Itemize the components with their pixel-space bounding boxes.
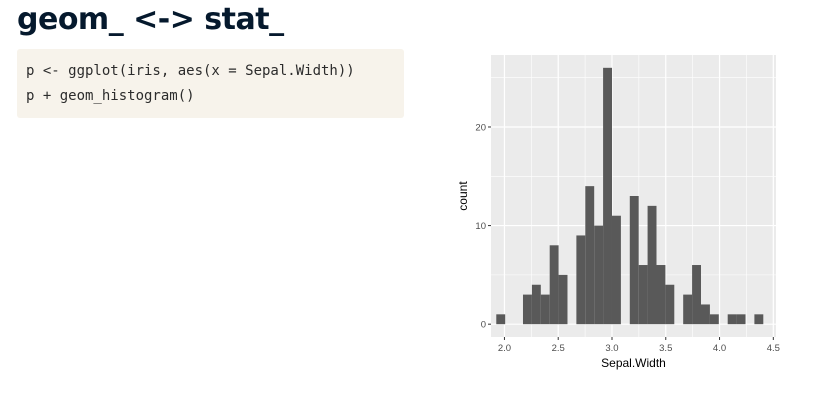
histogram-bar xyxy=(638,265,648,325)
histogram-bar xyxy=(692,265,701,325)
x-axis: 2.0 2.5 3.0 3.5 4.0 4.5 xyxy=(498,337,780,354)
histogram-bar xyxy=(585,186,595,325)
histogram-bar xyxy=(611,215,621,325)
x-tick-label: 3.0 xyxy=(605,343,618,354)
y-axis-label: count xyxy=(456,181,470,211)
histogram-bar xyxy=(709,314,719,325)
y-tick-label: 10 xyxy=(475,221,486,232)
histogram-bar xyxy=(656,265,666,325)
x-tick-label: 2.5 xyxy=(552,343,565,354)
histogram-bar xyxy=(594,225,604,325)
y-tick-label: 20 xyxy=(475,122,486,133)
histogram-bar xyxy=(522,294,532,325)
histogram-bar xyxy=(754,314,764,325)
code-block: p <- ggplot(iris, aes(x = Sepal.Width)) … xyxy=(17,49,404,118)
histogram-bar xyxy=(549,245,559,325)
x-tick-label: 4.5 xyxy=(767,343,780,354)
histogram-bar xyxy=(683,294,693,325)
y-axis: 0 10 20 xyxy=(475,122,491,330)
histogram-bar xyxy=(540,294,550,325)
histogram-bar xyxy=(665,284,675,325)
histogram-bar xyxy=(496,314,506,325)
histogram-bar xyxy=(576,235,586,325)
x-tick-label: 2.0 xyxy=(498,343,511,354)
histogram-bar xyxy=(603,67,612,325)
code-line-1: p <- ggplot(iris, aes(x = Sepal.Width)) xyxy=(26,63,355,79)
histogram-bar xyxy=(647,205,657,325)
histogram-bar xyxy=(727,314,737,325)
histogram-plot: 2.0 2.5 3.0 3.5 4.0 4.5 0 10 20 Sepal.Width cou… xyxy=(456,55,780,370)
slide-title: geom_ <-> stat_ xyxy=(17,2,284,37)
histogram-bar xyxy=(700,304,710,325)
histogram-bar xyxy=(736,314,746,325)
x-tick-label: 4.0 xyxy=(713,343,726,354)
histogram-bars xyxy=(496,67,764,325)
histogram-bar xyxy=(531,284,541,325)
histogram-bar xyxy=(629,196,639,325)
code-line-2: p + geom_histogram() xyxy=(26,88,195,104)
histogram-bar xyxy=(558,274,568,325)
x-axis-label: Sepal.Width xyxy=(601,356,666,370)
y-tick-label: 0 xyxy=(481,319,486,330)
x-tick-label: 3.5 xyxy=(659,343,672,354)
